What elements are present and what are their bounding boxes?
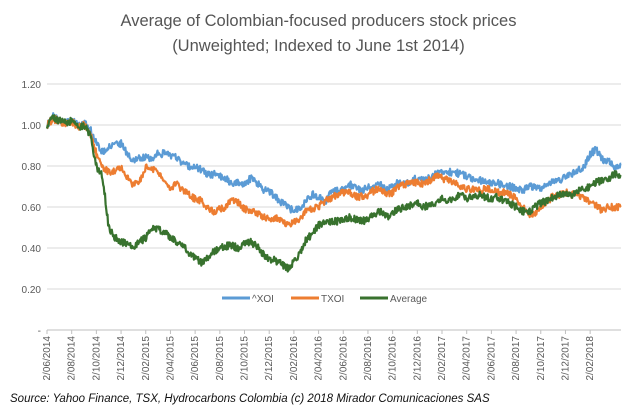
x-tick-label: 2/10/2015 xyxy=(240,336,251,381)
chart-subtitle: (Unweighted; Indexed to June 1st 2014) xyxy=(172,37,465,55)
x-tick-label: 2/02/2016 xyxy=(289,336,300,381)
x-tick-label: 2/06/2015 xyxy=(190,336,201,381)
series-line-txoi xyxy=(46,115,622,228)
y-tick-label: 1.20 xyxy=(22,80,42,91)
x-tick-label: 2/08/2016 xyxy=(363,336,374,381)
x-tick-label: 2/06/2017 xyxy=(486,336,497,381)
x-tick-label: 2/08/2017 xyxy=(511,336,522,381)
x-tick-label: 2/04/2015 xyxy=(165,336,176,381)
legend-label: ^XOI xyxy=(252,294,274,305)
y-tick-label: - xyxy=(38,326,41,337)
chart-title: Average of Colombian-focused producers s… xyxy=(120,12,517,30)
x-tick-label: 2/12/2016 xyxy=(412,336,423,381)
legend-label: TXOI xyxy=(321,294,344,305)
y-tick-label: 0.40 xyxy=(22,244,42,255)
source-note: Source: Yahoo Finance, TSX, Hydrocarbons… xyxy=(10,393,490,405)
x-tick-label: 2/08/2014 xyxy=(67,336,78,381)
x-tick-label: 2/12/2017 xyxy=(560,336,571,381)
x-tick-label: 2/06/2016 xyxy=(338,336,349,381)
x-tick-label: 2/04/2016 xyxy=(314,336,325,381)
y-tick-label: 0.20 xyxy=(22,285,42,296)
y-tick-label: 0.80 xyxy=(22,162,42,173)
x-tick-label: 2/04/2017 xyxy=(462,336,473,381)
x-tick-label: 2/06/2014 xyxy=(42,336,53,381)
y-tick-label: 1.00 xyxy=(22,121,42,132)
x-tick-label: 2/12/2015 xyxy=(264,336,275,381)
x-tick-label: 2/02/2017 xyxy=(437,336,448,381)
x-tick-label: 2/12/2014 xyxy=(116,336,127,381)
x-tick-label: 2/08/2015 xyxy=(215,336,226,381)
series-line-average xyxy=(45,114,622,273)
x-tick-label: 2/10/2016 xyxy=(388,336,399,381)
legend-label: Average xyxy=(390,294,428,305)
x-tick-label: 2/10/2017 xyxy=(536,336,547,381)
x-tick-label: 2/02/2018 xyxy=(585,336,596,381)
x-tick-label: 2/10/2014 xyxy=(91,336,102,381)
y-tick-label: 0.60 xyxy=(22,203,42,214)
x-tick-label: 2/02/2015 xyxy=(141,336,152,381)
